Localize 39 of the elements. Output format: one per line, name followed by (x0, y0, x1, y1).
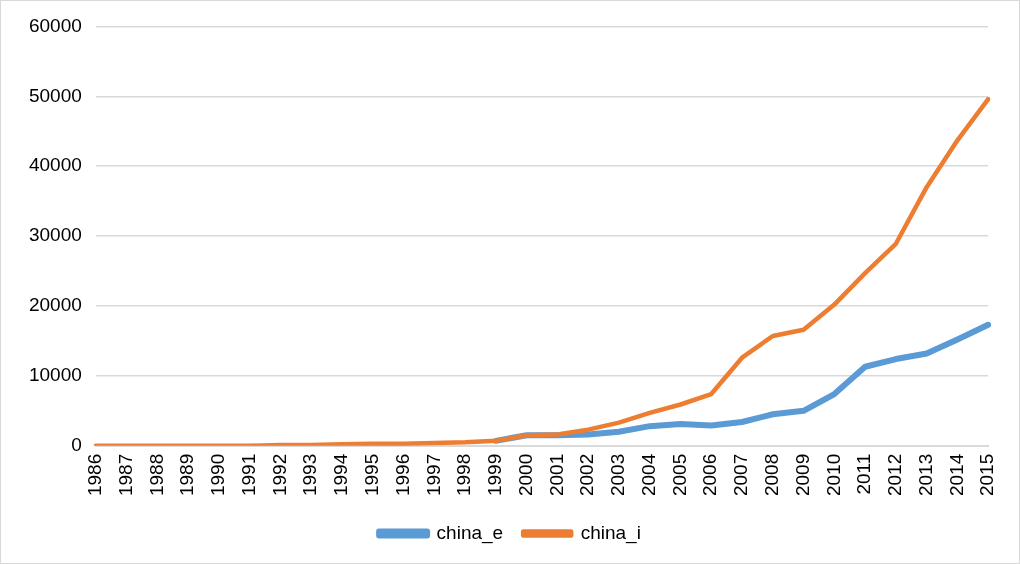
x-tick-label: 1987 (114, 453, 136, 497)
x-tick-label: 2012 (884, 453, 906, 497)
x-tick-label: 2005 (668, 453, 690, 497)
x-tick-label: 1990 (207, 453, 229, 497)
x-tick-label: 1986 (84, 453, 106, 497)
y-tick-label: 0 (71, 433, 82, 455)
x-tick-label: 1994 (330, 453, 352, 497)
y-tick-label: 30000 (28, 224, 82, 246)
x-tick-label: 2003 (607, 453, 629, 497)
x-tick-label: 2010 (822, 453, 844, 497)
x-tick-label: 2008 (761, 453, 783, 497)
x-tick-label: 2013 (914, 453, 936, 497)
y-tick-label: 60000 (28, 14, 82, 36)
y-tick-label: 20000 (28, 294, 82, 316)
x-tick-label: 1996 (391, 453, 413, 497)
x-tick-label: 2006 (699, 453, 721, 497)
x-tick-label: 1998 (453, 453, 475, 497)
x-tick-label: 2001 (545, 453, 567, 497)
x-tick-label: 1989 (176, 453, 198, 497)
x-tick-label: 2011 (853, 453, 875, 495)
x-tick-label: 1995 (361, 453, 383, 497)
x-tick-label: 2007 (730, 453, 752, 497)
legend-label: china_i (580, 521, 641, 544)
x-tick-label: 2009 (791, 453, 813, 497)
x-tick-label: 2014 (945, 453, 967, 497)
x-tick-label: 1988 (145, 453, 167, 497)
y-tick-label: 50000 (28, 84, 82, 106)
x-tick-label: 1992 (268, 453, 290, 497)
y-tick-label: 40000 (28, 154, 82, 176)
x-tick-label: 2002 (576, 453, 598, 497)
legend-label: china_e (436, 521, 504, 544)
x-tick-label: 1999 (484, 453, 506, 497)
x-tick-label: 1997 (422, 453, 444, 497)
x-tick-label: 1993 (299, 453, 321, 497)
x-tick-label: 1991 (237, 453, 259, 497)
x-tick-label: 2004 (637, 453, 659, 497)
x-tick-label: 2000 (514, 453, 536, 497)
y-tick-label: 10000 (28, 364, 82, 386)
x-tick-label: 2015 (976, 453, 998, 497)
